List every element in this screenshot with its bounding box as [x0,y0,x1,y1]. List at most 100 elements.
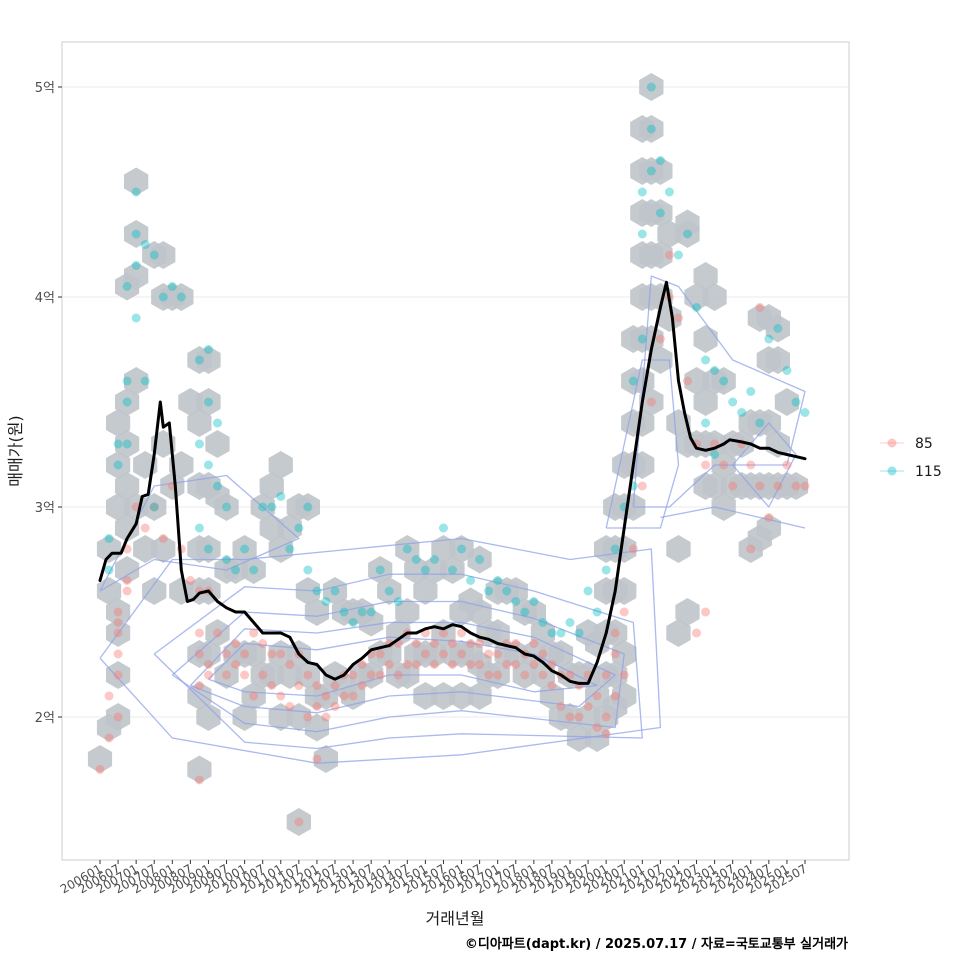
data-point-115 [475,555,485,564]
data-point-115 [466,576,476,585]
data-point-85 [321,712,331,722]
hex-bin [648,241,673,269]
data-point-115 [203,460,213,470]
y-tick-label: 2억 [35,711,55,726]
hex-bin [648,199,673,227]
data-point-85 [149,502,159,512]
hex-bin [196,703,221,731]
data-point-85 [773,481,783,491]
density-contour [99,474,300,592]
data-point-115 [149,250,159,260]
data-point-115 [330,586,340,596]
data-point-85 [249,628,259,638]
hex-bin [124,367,149,395]
hex-bin [106,598,131,626]
hex-bin [124,220,149,248]
data-point-85 [646,397,656,407]
data-point-115 [664,187,674,197]
hex-bin [666,535,691,563]
data-point-85 [628,544,638,554]
data-point-85 [493,670,503,680]
data-point-115 [791,397,801,407]
hex-bin [196,535,221,563]
legend-key-point-85 [887,438,897,448]
hex-bin [729,430,754,458]
hex-bin [711,493,736,521]
data-point-115 [601,565,611,575]
data-point-85 [538,670,548,680]
data-point-85 [158,534,168,543]
hex-bin [530,619,555,647]
data-point-115 [366,607,376,617]
data-point-85 [565,670,575,680]
data-point-85 [231,660,241,669]
legend: 85 115 [880,436,942,480]
data-point-115 [637,334,647,344]
data-point-115 [628,376,638,386]
data-point-85 [583,702,593,711]
hex-bin [232,535,257,563]
data-point-85 [312,702,322,711]
data-point-115 [122,439,132,449]
data-point-85 [701,607,711,617]
data-point-115 [375,565,385,575]
data-point-85 [285,702,295,711]
data-point-85 [402,660,412,669]
trend-line [98,280,807,685]
data-point-85 [619,607,629,617]
data-point-85 [203,660,213,669]
hex-bin [765,314,790,343]
data-point-85 [610,691,620,701]
data-point-85 [303,712,313,722]
data-point-115 [646,124,656,134]
data-point-85 [764,513,774,522]
data-point-85 [231,639,241,648]
hex-bin [467,545,492,574]
density-contour [99,537,662,764]
data-point-85 [312,754,322,764]
data-point-85 [429,660,439,669]
y-tick-label: 4억 [35,291,55,306]
data-point-115 [303,565,313,575]
data-point-115 [646,82,656,92]
data-point-115 [755,418,765,428]
data-point-85 [194,628,204,638]
hex-bin [259,472,284,500]
hex-bin [377,577,402,605]
data-point-115 [176,292,186,302]
data-point-115 [583,586,593,596]
data-point-85 [448,639,457,648]
hex-bin [241,556,266,584]
data-point-85 [393,670,403,680]
density-contour [632,275,806,508]
data-point-115 [565,618,575,627]
data-point-85 [701,460,711,470]
data-point-85 [113,628,123,638]
data-point-115 [104,534,114,543]
hex-bin [115,472,140,500]
data-point-85 [113,712,123,722]
hex-bin [124,167,149,196]
hex-bin [205,619,230,647]
data-point-115 [140,376,150,386]
data-point-85 [664,250,674,260]
hex-bin [124,262,149,290]
data-point-85 [312,681,322,690]
data-point-115 [131,229,141,239]
data-point-115 [538,618,548,627]
data-point-85 [538,649,548,659]
data-point-85 [592,723,602,732]
data-point-85 [95,765,105,774]
data-point-85 [104,733,114,743]
data-point-85 [258,670,268,680]
hex-bin [467,598,492,626]
hex-bin [503,577,528,605]
data-point-115 [357,607,367,617]
data-point-115 [402,544,412,554]
data-point-115 [520,607,530,617]
data-point-115 [701,418,711,428]
data-point-85 [448,660,457,669]
data-point-115 [213,418,222,428]
hex-bin [322,577,348,605]
